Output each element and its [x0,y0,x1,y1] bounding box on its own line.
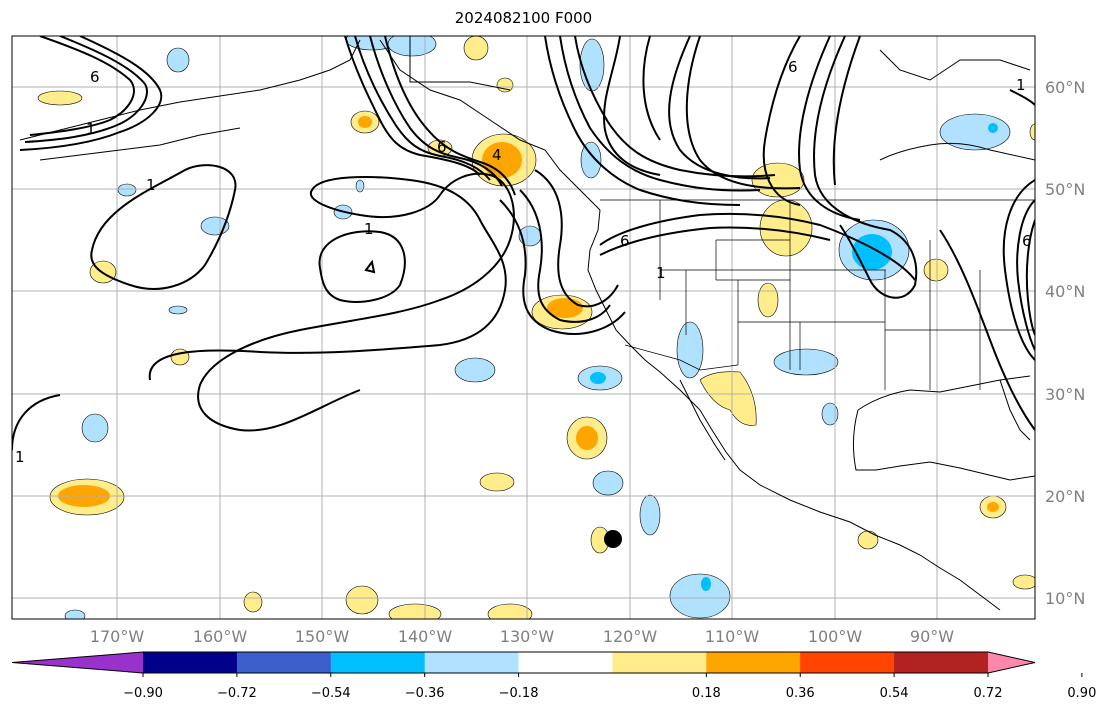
lat-label: 10°N [1045,589,1085,608]
contour-label: 1 [656,264,666,282]
colorbar-extend-max [988,652,1035,673]
contour-label: 1 [364,220,374,238]
longitude-labels: 170°W 160°W 150°W 140°W 130°W 120°W 110°… [90,627,954,646]
lon-label: 90°W [910,627,954,646]
lon-label: 110°W [705,627,760,646]
contour-label: 6 [788,58,798,76]
state-borders [600,199,1035,390]
colorbar-tick-label: 0.54 [880,686,909,701]
colorbar-swatch [894,652,989,673]
colorbar-swatch [424,652,520,673]
lat-label: 30°N [1045,385,1085,404]
lat-label: 20°N [1045,487,1085,506]
colorbar-tick-label: 0.72 [974,686,1003,701]
lon-label: 120°W [603,627,658,646]
colorbar-extend-min [12,652,143,673]
colorbar-swatch [612,652,707,673]
lon-label: 100°W [808,627,863,646]
colorbar-swatch [143,652,238,673]
contour-label: 6 [620,232,630,250]
lat-label: 60°N [1045,78,1085,97]
map-area [12,36,1035,619]
storm-center-marker [604,530,622,548]
lon-label: 150°W [295,627,350,646]
contour-label: 1 [86,120,96,138]
colorbar-tick-label: −0.90 [123,686,163,701]
contour-label: 1 [1016,76,1026,94]
colorbar-tick-label: −0.54 [311,686,351,701]
colorbar-tick-label: −0.18 [499,686,539,701]
lon-label: 140°W [398,627,453,646]
contour-label: 1 [15,448,25,466]
anomaly-shading [37,36,1035,619]
lat-label: 50°N [1045,180,1085,199]
map-frame [11,35,1036,620]
coastlines [19,36,1035,611]
contour-label: 6 [437,138,447,156]
lat-label: 40°N [1045,282,1085,301]
latitude-labels: 60°N 50°N 40°N 30°N 20°N 10°N [1045,78,1085,608]
contour-label: 4 [492,146,502,164]
colorbar-tick-label: −0.72 [217,686,257,701]
contour-label: 1 [146,176,156,194]
colorbar-tick-label: 0.90 [1067,686,1096,701]
contour-label: 6 [90,68,100,86]
colorbar-tick-label: −0.36 [405,686,445,701]
colorbar-tick-label: 0.18 [692,686,721,701]
colorbar-swatch [706,652,801,673]
colorbar-tick-label: 0.36 [786,686,815,701]
lon-label: 130°W [500,627,555,646]
colorbar-swatch [236,652,332,673]
colorbar-swatch [800,652,895,673]
colorbar-ticks: −0.90 −0.72 −0.54 −0.36 −0.18 0.18 0.36 0.54 0.7… [123,673,1096,701]
colorbar [11,651,1036,674]
contour-lines [12,36,1035,451]
contour-labels: 1 1 1 1 6 6 6 6 4 1 1 6 [15,58,1032,466]
lon-label: 160°W [193,627,248,646]
contour-label: 6 [1022,232,1032,250]
colorbar-swatch [330,652,426,673]
map-title: 2024082100 F000 [454,9,593,27]
lon-label: 170°W [90,627,145,646]
colorbar-swatch [518,652,613,673]
